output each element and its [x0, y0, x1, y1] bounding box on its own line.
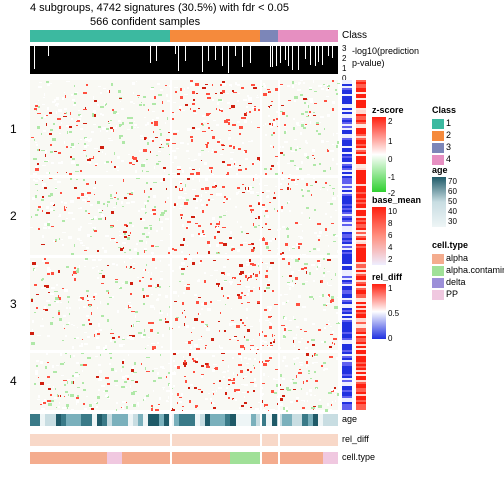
pvalue-label-2: p-value) [352, 58, 385, 68]
class-bar-label: Class [342, 30, 367, 41]
legend-age: age7060504030 [432, 165, 448, 229]
bottom-annot-label: age [342, 414, 357, 424]
pvalue-axis: 3210 [342, 44, 346, 84]
class-segment [170, 30, 260, 42]
bottom-annot-age [30, 414, 338, 426]
class-segment [30, 30, 170, 42]
class-segment [278, 30, 338, 42]
prediction-pvalue-bar [30, 44, 338, 74]
row-group-label: 3 [10, 297, 17, 311]
sidebar-z-score [342, 80, 352, 410]
signature-heatmap [30, 80, 338, 410]
legend-z-score: z-score210-1-2 [372, 105, 404, 194]
title-line-1: 4 subgroups, 4742 signatures (30.5%) wit… [30, 2, 289, 14]
bottom-annot-cell.type [30, 452, 338, 464]
legend-cell.type: cell.typealphaalpha.contaminateddeltaPP [432, 240, 504, 300]
class-annotation-bar [30, 30, 338, 42]
sidebar-base_mean [356, 80, 366, 410]
legend-Class: Class1234 [432, 105, 456, 165]
bottom-annot-label: rel_diff [342, 434, 369, 444]
class-segment [260, 30, 278, 42]
row-group-label: 4 [10, 374, 17, 388]
legend-rel_diff: rel_diff10.50 [372, 272, 402, 341]
bottom-annot-rel_diff [30, 434, 338, 446]
pvalue-label-1: -log10(prediction [352, 46, 419, 56]
title-line-2: 566 confident samples [90, 16, 200, 28]
row-group-label: 2 [10, 209, 17, 223]
legend-base_mean: base_mean108642 [372, 195, 421, 267]
figure: 4 subgroups, 4742 signatures (30.5%) wit… [0, 0, 504, 504]
bottom-annot-label: cell.type [342, 452, 375, 462]
row-group-label: 1 [10, 122, 17, 136]
